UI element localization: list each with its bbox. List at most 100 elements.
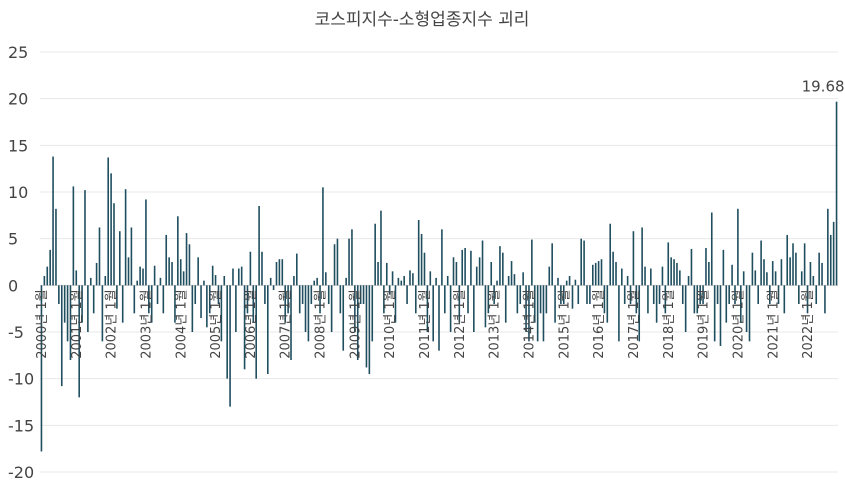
x-tick-label: 2009년 1월 <box>348 289 363 358</box>
x-tick-label: 2020년 1월 <box>731 289 746 358</box>
x-tick-label: 2017년 1월 <box>627 289 642 358</box>
bar <box>623 285 626 304</box>
bar <box>592 264 594 286</box>
bar <box>658 285 661 304</box>
bar <box>438 285 440 351</box>
bar <box>528 285 530 342</box>
bar <box>757 285 759 304</box>
bar <box>809 262 812 286</box>
bar <box>481 240 484 286</box>
bar <box>313 280 316 286</box>
bar <box>98 227 101 286</box>
bar <box>542 285 545 342</box>
bar <box>269 277 272 286</box>
bar <box>159 277 162 286</box>
bar <box>316 277 318 286</box>
bar <box>339 285 342 314</box>
bar <box>148 285 150 314</box>
bar <box>110 173 112 286</box>
bar <box>304 285 307 332</box>
bar <box>562 285 565 304</box>
bar <box>621 268 623 286</box>
bar <box>594 262 597 286</box>
x-tick-label: 2013년 1월 <box>488 289 503 358</box>
bar <box>327 285 330 304</box>
bar <box>385 262 388 286</box>
x-tick-label: 2000년 1월 <box>35 289 50 358</box>
bar <box>580 238 582 286</box>
bar <box>565 280 568 286</box>
bar <box>496 280 498 286</box>
bar <box>426 285 429 332</box>
bar <box>708 262 710 286</box>
x-tick-label: 2021년 1월 <box>766 289 781 358</box>
bar <box>522 272 524 286</box>
bar <box>705 248 707 286</box>
bar <box>351 229 353 286</box>
bar <box>377 262 379 286</box>
x-tick-label: 2014년 1월 <box>523 289 538 358</box>
bar <box>177 216 179 286</box>
bar <box>502 252 504 286</box>
bar <box>626 276 629 286</box>
bar <box>307 285 310 342</box>
bar <box>197 257 199 286</box>
bar <box>133 285 136 314</box>
bar <box>824 285 826 314</box>
bar <box>745 285 748 332</box>
bar <box>92 285 95 314</box>
bar <box>275 262 278 286</box>
bar <box>618 285 620 342</box>
bar <box>774 271 777 286</box>
bar <box>119 231 121 286</box>
bar <box>235 285 237 332</box>
bar <box>818 252 820 286</box>
bar <box>310 285 313 304</box>
y-tick-label: 10 <box>8 183 28 202</box>
bar <box>211 265 214 286</box>
y-tick-label: -5 <box>8 323 24 342</box>
bar <box>560 285 562 304</box>
bar <box>533 285 536 323</box>
bar <box>72 186 75 286</box>
y-tick-label: 25 <box>8 43 28 62</box>
bar <box>800 271 803 286</box>
bar <box>577 285 580 304</box>
y-tick-label: 0 <box>8 276 18 295</box>
bar <box>60 285 63 387</box>
bar <box>574 279 577 286</box>
bar <box>615 262 617 286</box>
bar <box>493 285 495 304</box>
bar <box>632 231 635 286</box>
bar <box>394 285 397 323</box>
bar <box>403 276 405 286</box>
bar <box>284 285 287 323</box>
bar <box>531 239 533 286</box>
bar <box>194 285 197 304</box>
bar <box>690 248 693 286</box>
bar <box>539 285 542 314</box>
bar <box>104 276 107 286</box>
bar <box>722 249 725 286</box>
bar <box>600 259 603 286</box>
bar <box>510 261 513 286</box>
bar <box>478 257 481 286</box>
chart-title: 코스피지수-소형업종지수 괴리 <box>315 10 530 30</box>
bar <box>516 285 519 314</box>
bar <box>821 262 823 286</box>
bar <box>499 246 501 286</box>
bar <box>473 285 475 332</box>
bar <box>716 285 719 304</box>
x-tick-label: 2006년 1월 <box>244 289 259 358</box>
bar <box>49 249 51 286</box>
bar <box>171 262 173 286</box>
x-tick-label: 2004년 1월 <box>174 289 189 358</box>
bar <box>455 262 458 286</box>
x-tick-label: 2019년 1월 <box>697 289 712 358</box>
bar <box>153 265 156 286</box>
bar <box>684 285 687 332</box>
x-axis: 2000년 1월 2001년 1월 2002년 1월 2003년 1월 2004년 1월… <box>35 289 816 358</box>
bar <box>751 252 754 286</box>
data-label-last: 19.68 <box>802 78 845 96</box>
bar <box>449 285 452 332</box>
